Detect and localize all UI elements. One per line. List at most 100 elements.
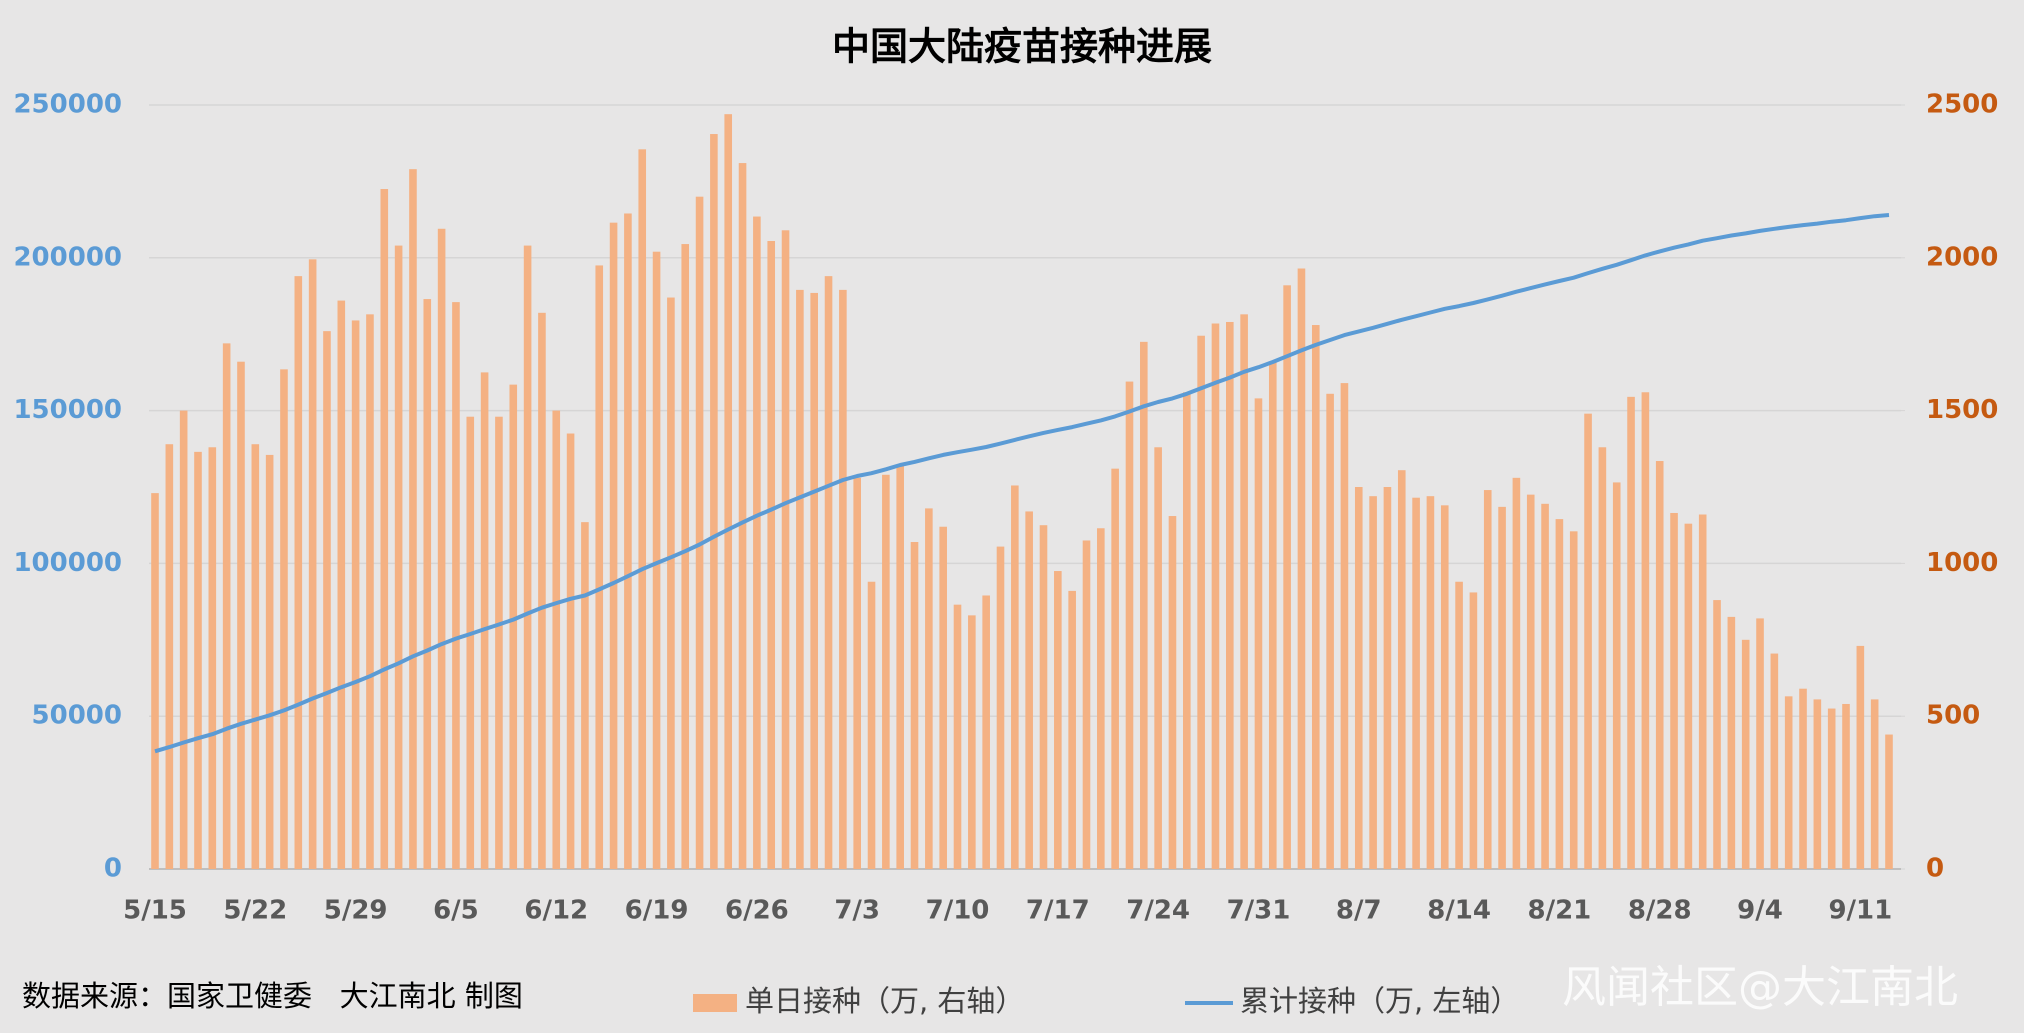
bar: [1412, 497, 1420, 869]
bar: [208, 447, 217, 869]
bar: [1369, 496, 1377, 869]
bar: [1756, 618, 1764, 869]
bar: [1512, 477, 1521, 869]
y-tick-label: 50000: [32, 701, 122, 731]
y2-tick-label: 2500: [1926, 90, 1998, 120]
x-tick-label: 5/15: [123, 896, 187, 926]
bar: [1455, 581, 1463, 869]
bar: [939, 526, 947, 869]
bar: [1240, 314, 1248, 869]
bar: [1784, 696, 1793, 869]
x-tick-label: 7/17: [1026, 896, 1090, 926]
y2-tick-label: 1500: [1926, 395, 1998, 425]
bar: [1727, 616, 1736, 869]
bar: [1383, 487, 1392, 869]
bar: [810, 292, 819, 870]
bar: [1039, 525, 1048, 869]
bar: [595, 265, 604, 869]
bar: [738, 163, 747, 870]
bar: [1311, 325, 1320, 870]
bar: [1011, 485, 1019, 869]
bar: [1225, 321, 1234, 869]
bar: [351, 320, 360, 869]
bar: [1397, 470, 1406, 869]
bar: [495, 416, 503, 869]
bar: [1713, 600, 1721, 869]
x-tick-label: 8/14: [1427, 896, 1491, 926]
bar: [1082, 540, 1091, 869]
bar: [609, 222, 618, 869]
bar: [251, 444, 260, 869]
bar: [1154, 447, 1162, 869]
bar: [839, 289, 847, 869]
bar: [1140, 341, 1148, 870]
bar: [1827, 708, 1836, 869]
bar: [380, 189, 389, 870]
y-tick-label: 250000: [13, 90, 122, 120]
bar: [1025, 511, 1033, 869]
bar: [1584, 413, 1592, 869]
bar: [222, 343, 231, 869]
bar: [452, 302, 460, 869]
bar: [1111, 468, 1119, 869]
bar: [1870, 699, 1879, 869]
bar: [1268, 361, 1277, 869]
x-tick-label: 6/26: [725, 896, 789, 926]
legend-label: 单日接种（万, 右轴）: [745, 984, 1024, 1018]
y-tick-label: 150000: [13, 395, 122, 425]
bar: [695, 196, 704, 869]
bar: [896, 465, 904, 869]
bar: [953, 604, 962, 869]
bar: [509, 384, 518, 869]
bar: [1426, 496, 1435, 869]
y-tick-label: 200000: [13, 242, 122, 272]
bar: [1354, 487, 1363, 869]
bar: [1440, 505, 1449, 869]
bar: [308, 259, 317, 869]
bar: [581, 522, 589, 869]
bar: [925, 508, 933, 869]
bar: [638, 149, 647, 869]
bar: [1183, 392, 1191, 869]
bar: [1555, 519, 1564, 869]
bar: [882, 474, 890, 869]
bar: [194, 451, 202, 869]
x-tick-label: 8/21: [1528, 896, 1592, 926]
y2-tick-label: 2000: [1926, 242, 1998, 272]
bar: [667, 297, 675, 869]
x-tick-label: 6/19: [625, 896, 689, 926]
bar: [1627, 396, 1635, 869]
bar: [538, 312, 546, 870]
x-tick-label: 7/10: [926, 896, 990, 926]
source-note: 数据来源：国家卫健委 大江南北 制图: [22, 979, 523, 1013]
bar: [624, 213, 632, 869]
bar: [968, 615, 976, 869]
bar: [1541, 503, 1549, 869]
bar: [1842, 703, 1850, 869]
bar: [724, 114, 733, 870]
bar: [796, 289, 804, 869]
bar: [767, 240, 776, 869]
bar: [1283, 285, 1291, 870]
bar: [151, 493, 159, 869]
bar: [1340, 383, 1349, 869]
x-tick-label: 8/28: [1628, 896, 1692, 926]
x-tick-label: 6/12: [524, 896, 588, 926]
bar: [366, 314, 374, 869]
bar: [652, 251, 661, 870]
bar: [1498, 506, 1506, 869]
bar: [237, 361, 245, 869]
legend-label: 累计接种（万, 左轴）: [1240, 984, 1519, 1018]
bar: [1211, 323, 1220, 869]
bar: [523, 245, 532, 870]
bar: [1885, 734, 1893, 869]
bar: [1770, 653, 1779, 869]
bar: [552, 410, 561, 869]
bar: [1254, 398, 1263, 869]
y2-tick-label: 500: [1926, 701, 1980, 731]
bar: [466, 416, 475, 869]
bar: [265, 454, 274, 869]
bar: [337, 300, 346, 870]
bar: [982, 595, 990, 869]
bar: [1612, 482, 1621, 869]
